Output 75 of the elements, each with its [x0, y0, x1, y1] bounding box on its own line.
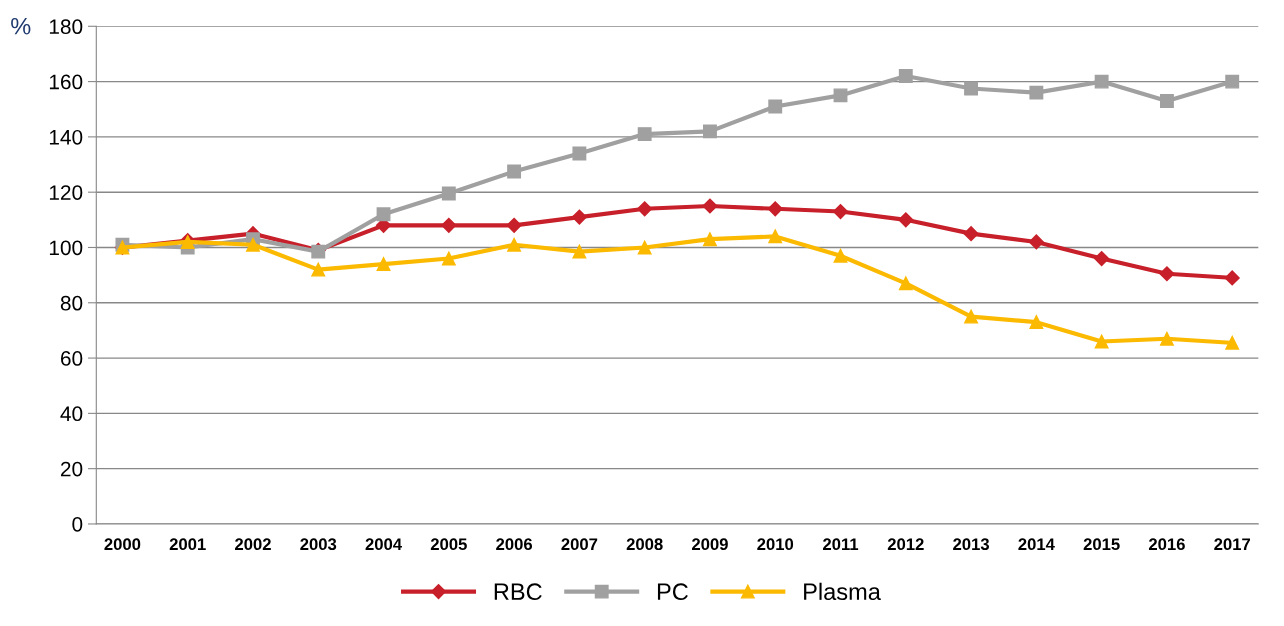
- point: [441, 217, 457, 233]
- point: [1094, 250, 1110, 267]
- point: [637, 201, 653, 217]
- point: [768, 99, 783, 114]
- y-tick-label: 60: [60, 351, 83, 366]
- legend-label: Plasma: [804, 582, 881, 601]
- point: [572, 244, 587, 259]
- x-tick-label: 2011: [823, 538, 859, 551]
- point: [1029, 315, 1044, 330]
- point: [637, 127, 652, 142]
- x-tick-label: 2003: [300, 538, 337, 551]
- point: [1159, 331, 1174, 346]
- point: [833, 248, 848, 263]
- x-tick-label: 2015: [1083, 538, 1120, 551]
- y-tick-label: 180: [49, 19, 83, 35]
- x-tick-label: 2009: [691, 538, 728, 551]
- point: [507, 164, 522, 179]
- point: [1028, 234, 1044, 250]
- point: [898, 212, 914, 228]
- x-tick-label: 2002: [235, 538, 271, 551]
- x-tick-label: 2008: [626, 538, 663, 551]
- point: [898, 69, 913, 84]
- point: [963, 226, 979, 242]
- x-tick-label: 2010: [757, 538, 794, 551]
- point: [703, 232, 717, 247]
- y-tick-label: 20: [60, 461, 83, 477]
- x-tick-label: 2000: [104, 538, 141, 551]
- point: [441, 186, 456, 201]
- x-tick-label: 2007: [561, 538, 598, 551]
- point: [246, 237, 260, 252]
- point: [964, 81, 979, 96]
- point: [507, 237, 522, 252]
- point: [833, 88, 848, 103]
- point: [832, 203, 849, 220]
- point: [1225, 335, 1240, 350]
- y-tick-label: 140: [49, 129, 83, 145]
- point: [1224, 270, 1240, 286]
- point: [964, 309, 979, 324]
- point: [702, 198, 718, 214]
- x-tick-label: 2014: [1018, 538, 1055, 551]
- y-tick-label: 100: [49, 240, 83, 256]
- x-tick-label: 2005: [430, 538, 467, 551]
- x-tick-label: 2016: [1148, 538, 1185, 551]
- point: [637, 240, 652, 255]
- y-tick-label: 40: [60, 406, 83, 422]
- point: [768, 229, 783, 244]
- x-tick-label: 2017: [1214, 538, 1251, 551]
- legend-label: RBC: [494, 583, 542, 601]
- point: [441, 251, 456, 266]
- x-tick-label: 2006: [496, 538, 533, 551]
- point: [506, 217, 522, 233]
- point: [1094, 74, 1109, 89]
- legend-label: PC: [657, 583, 688, 601]
- point: [571, 209, 587, 225]
- y-tick-label: 0: [72, 516, 83, 532]
- point: [376, 257, 391, 272]
- x-tick-label: 2013: [953, 538, 990, 551]
- x-tick-label: 2004: [365, 538, 402, 551]
- point: [703, 124, 717, 139]
- point: [1225, 74, 1240, 89]
- point: [1029, 85, 1044, 100]
- y-tick-label: 80: [60, 295, 83, 311]
- point: [1094, 334, 1109, 349]
- point: [311, 262, 326, 277]
- point: [1159, 266, 1175, 282]
- point: [1159, 93, 1174, 108]
- point: [572, 146, 587, 161]
- y-tick-label: 120: [49, 185, 83, 200]
- x-tick-label: 2001: [169, 538, 206, 551]
- y-tick-label: 160: [49, 74, 83, 90]
- point: [767, 201, 783, 217]
- point: [898, 276, 913, 291]
- y-axis-title: %: [11, 17, 31, 35]
- x-tick-label: 2012: [887, 538, 924, 551]
- point: [376, 207, 391, 222]
